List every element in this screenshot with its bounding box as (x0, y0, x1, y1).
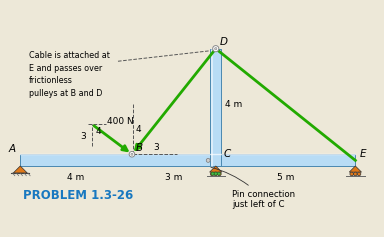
Text: 3 m: 3 m (165, 173, 182, 182)
Text: Pin connection
just left of C: Pin connection just left of C (211, 167, 296, 209)
Polygon shape (210, 166, 222, 172)
Circle shape (129, 151, 135, 157)
Circle shape (217, 172, 220, 175)
Text: 4: 4 (95, 128, 101, 137)
Circle shape (213, 46, 219, 52)
Text: 400 N: 400 N (107, 117, 134, 126)
Circle shape (210, 172, 214, 176)
Circle shape (215, 47, 217, 50)
Text: D: D (220, 37, 228, 47)
Circle shape (206, 159, 210, 162)
Circle shape (218, 172, 221, 176)
Circle shape (211, 172, 214, 175)
Text: Cable is attached at
E and passes over
frictionless
pulleys at B and D: Cable is attached at E and passes over f… (29, 51, 109, 98)
Text: A: A (8, 144, 15, 154)
Text: 4: 4 (135, 125, 141, 134)
Text: C: C (223, 149, 230, 159)
Text: PROBLEM 1.3-26: PROBLEM 1.3-26 (23, 189, 133, 202)
FancyBboxPatch shape (20, 154, 355, 166)
Text: 4 m: 4 m (68, 173, 85, 182)
FancyBboxPatch shape (210, 49, 221, 166)
Text: E: E (359, 149, 366, 159)
Text: 5 m: 5 m (277, 173, 294, 182)
Circle shape (357, 172, 361, 176)
Circle shape (354, 172, 357, 176)
Circle shape (350, 172, 354, 176)
Circle shape (214, 172, 218, 176)
Text: B: B (136, 143, 143, 153)
Text: 4 m: 4 m (225, 100, 242, 109)
Polygon shape (13, 166, 27, 173)
Text: 3: 3 (80, 132, 86, 141)
Circle shape (131, 153, 133, 155)
Polygon shape (349, 166, 361, 172)
Circle shape (214, 172, 217, 175)
Text: 3: 3 (153, 143, 159, 152)
